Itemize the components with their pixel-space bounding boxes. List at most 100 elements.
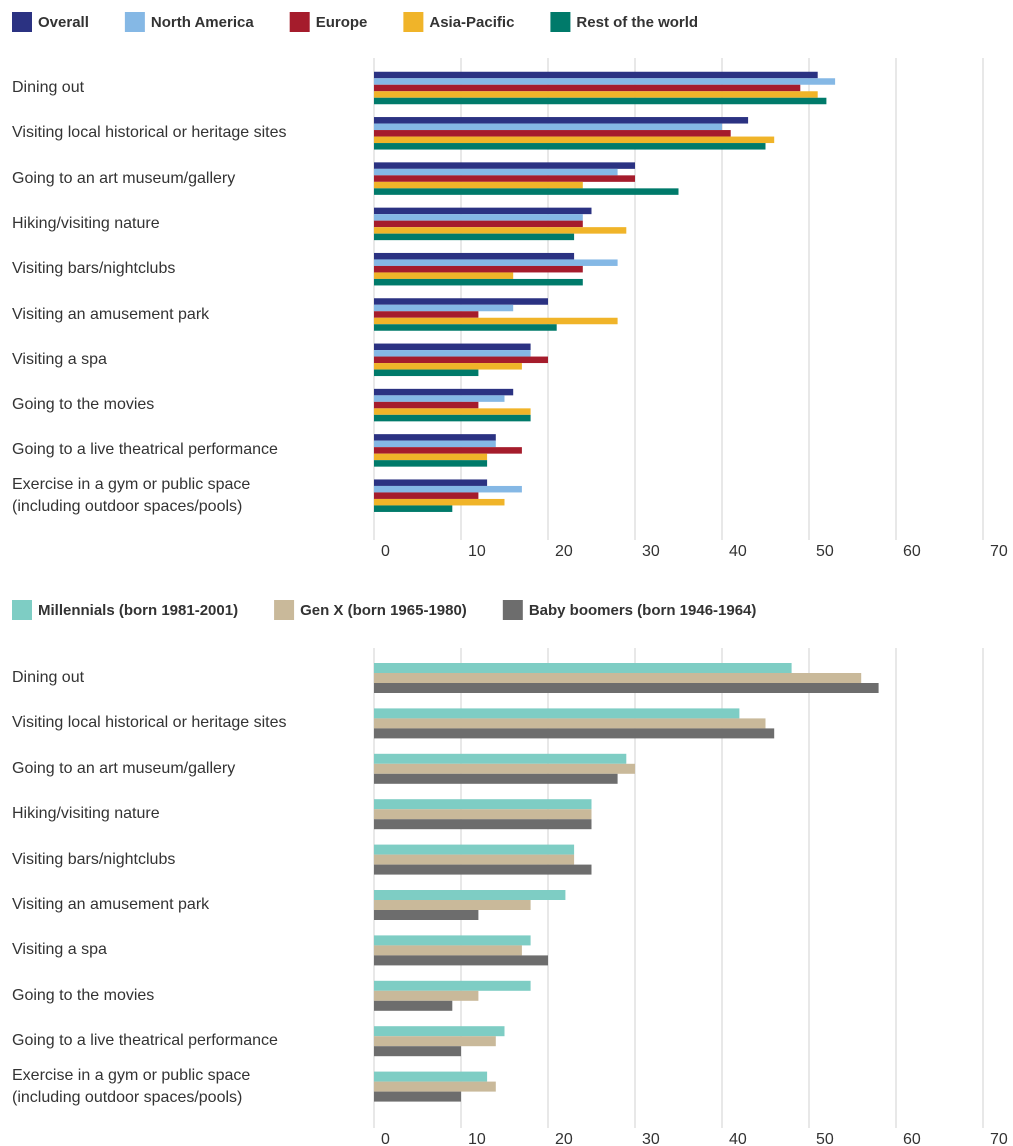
bar <box>374 207 592 215</box>
category-label: Visiting bars/nightclubs <box>12 850 176 868</box>
bar <box>374 350 531 357</box>
bar <box>374 980 531 991</box>
bar <box>374 505 453 512</box>
category-label: Visiting a spa <box>12 350 107 368</box>
category-label: Visiting an amusement park <box>12 896 210 913</box>
bar <box>374 181 583 189</box>
legend-swatch <box>289 12 310 32</box>
x-tick-label: 70 <box>990 1131 1008 1146</box>
bar <box>374 453 488 461</box>
x-tick-label: 40 <box>729 543 747 560</box>
bar <box>374 763 635 774</box>
bar <box>374 143 766 150</box>
bar <box>374 773 618 784</box>
bar <box>374 1046 461 1057</box>
bar <box>374 343 531 351</box>
bar <box>374 97 827 105</box>
x-tick-label: 0 <box>381 543 390 560</box>
bar <box>374 324 557 331</box>
bar <box>374 317 618 325</box>
bar <box>374 311 479 318</box>
bar <box>374 809 592 820</box>
bar <box>374 278 583 286</box>
bar <box>374 890 566 900</box>
bar <box>374 708 740 719</box>
bar <box>374 227 627 234</box>
bar <box>374 188 679 195</box>
x-tick-label: 10 <box>468 543 486 560</box>
bar <box>374 440 496 448</box>
bar <box>374 447 522 454</box>
legend-label: Millennials (born 1981-2001) <box>38 602 238 619</box>
bar <box>374 363 522 370</box>
bar <box>374 252 575 260</box>
bar <box>374 401 479 409</box>
category-label: Going to a live theatrical performance <box>12 441 278 459</box>
legend-label: Rest of the world <box>576 14 698 31</box>
bar <box>374 395 505 402</box>
bar <box>374 168 618 176</box>
bar <box>374 854 575 865</box>
x-tick-label: 0 <box>381 1131 390 1146</box>
bar <box>374 259 618 266</box>
bar <box>374 990 479 1001</box>
bar <box>374 492 479 499</box>
bar <box>374 71 818 79</box>
x-tick-label: 60 <box>903 1131 921 1146</box>
bar <box>374 117 749 124</box>
bar <box>374 91 818 98</box>
bar <box>374 945 522 956</box>
x-tick-label: 20 <box>555 543 573 560</box>
bar <box>374 84 801 92</box>
x-tick-label: 50 <box>816 543 834 560</box>
category-label: Going to a live theatrical performance <box>12 1032 278 1050</box>
category-label: Dining out <box>12 79 85 96</box>
legend-swatch <box>124 12 145 32</box>
legend-swatch <box>274 600 295 620</box>
bar <box>374 414 531 422</box>
category-label: Going to the movies <box>12 396 155 414</box>
legend-label: Overall <box>38 14 89 31</box>
bar <box>374 434 496 441</box>
legend-swatch <box>12 12 32 32</box>
bar <box>374 1081 496 1092</box>
legend-label: Gen X (born 1965-1980) <box>300 602 467 619</box>
category-label: Going to the movies <box>12 986 155 1004</box>
category-label: Going to an art museum/gallery <box>12 759 236 777</box>
category-label: Visiting an amusement park <box>12 305 210 323</box>
bar <box>374 479 488 486</box>
bar <box>374 214 583 221</box>
bar <box>374 233 575 241</box>
bar <box>374 485 522 493</box>
category-label: Visiting a spa <box>12 941 107 959</box>
bar <box>374 369 479 377</box>
legend-label: Baby boomers (born 1946-1964) <box>529 602 757 619</box>
x-tick-label: 60 <box>903 543 921 560</box>
x-tick-label: 20 <box>555 1131 573 1146</box>
bar <box>374 175 635 182</box>
bar <box>374 162 635 169</box>
bar <box>374 1091 461 1102</box>
bar <box>374 663 792 673</box>
category-label: Dining out <box>12 669 85 686</box>
bar <box>374 220 583 228</box>
bar <box>374 1026 505 1037</box>
x-tick-label: 40 <box>729 1131 747 1146</box>
category-label: Visiting bars/nightclubs <box>12 260 176 278</box>
x-tick-label: 30 <box>642 543 660 560</box>
bar <box>374 123 722 131</box>
bar <box>374 1071 488 1082</box>
x-tick-label: 30 <box>642 1131 660 1146</box>
bar <box>374 753 627 764</box>
bar <box>374 819 592 830</box>
category-label: Visiting local historical or heritage si… <box>12 124 287 142</box>
legend-label: North America <box>151 14 254 31</box>
legend-swatch <box>550 12 571 32</box>
bar <box>374 728 775 739</box>
bar <box>374 78 836 85</box>
bar <box>374 130 731 137</box>
x-tick-label: 70 <box>990 543 1008 560</box>
category-label: Exercise in a gym or public space (inclu… <box>12 1066 251 1106</box>
bar <box>374 799 592 810</box>
